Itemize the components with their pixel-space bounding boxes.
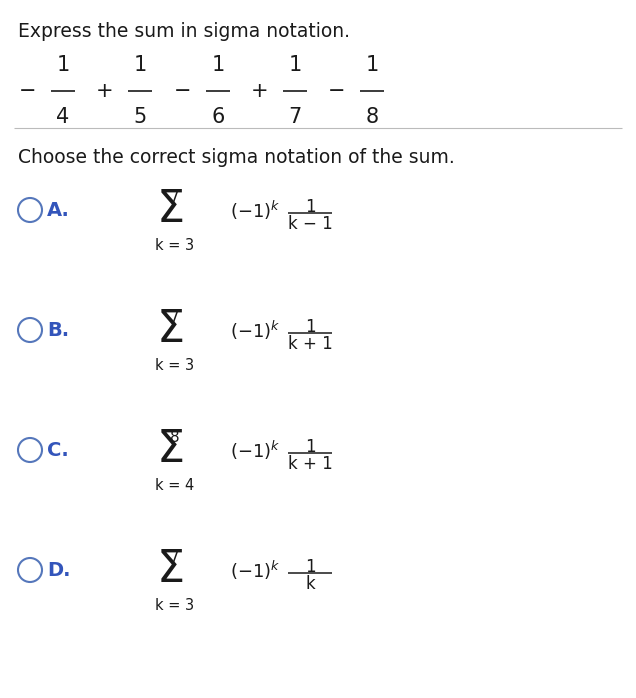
Text: 1: 1 bbox=[305, 558, 315, 576]
Text: B.: B. bbox=[47, 320, 69, 339]
Text: $\Sigma$: $\Sigma$ bbox=[156, 309, 184, 352]
Text: 7: 7 bbox=[170, 550, 180, 565]
Text: 1: 1 bbox=[305, 318, 315, 336]
Text: Express the sum in sigma notation.: Express the sum in sigma notation. bbox=[18, 22, 350, 41]
Text: 8: 8 bbox=[170, 430, 180, 445]
Text: −: − bbox=[328, 81, 346, 101]
Text: $\Sigma$: $\Sigma$ bbox=[156, 429, 184, 472]
Text: $(-1)^k$: $(-1)^k$ bbox=[230, 198, 280, 221]
Text: 1: 1 bbox=[288, 55, 301, 75]
Text: $(-1)^k$: $(-1)^k$ bbox=[230, 558, 280, 581]
Text: A.: A. bbox=[47, 200, 70, 219]
Text: C.: C. bbox=[47, 440, 69, 459]
Text: 1: 1 bbox=[134, 55, 147, 75]
Text: +: + bbox=[251, 81, 269, 101]
Text: D.: D. bbox=[47, 560, 71, 579]
Text: 1: 1 bbox=[57, 55, 69, 75]
Text: 8: 8 bbox=[366, 107, 378, 127]
Text: 1: 1 bbox=[211, 55, 225, 75]
Text: k + 1: k + 1 bbox=[287, 335, 333, 353]
Text: 1: 1 bbox=[365, 55, 378, 75]
Text: $\Sigma$: $\Sigma$ bbox=[156, 549, 184, 591]
Text: +: + bbox=[96, 81, 114, 101]
Text: k: k bbox=[305, 575, 315, 593]
Text: 4: 4 bbox=[57, 107, 69, 127]
Text: 7: 7 bbox=[170, 310, 180, 325]
Text: 7: 7 bbox=[170, 190, 180, 205]
Text: $(-1)^k$: $(-1)^k$ bbox=[230, 438, 280, 461]
Text: Choose the correct sigma notation of the sum.: Choose the correct sigma notation of the… bbox=[18, 148, 455, 167]
Text: k = 3: k = 3 bbox=[155, 598, 195, 613]
Text: k = 3: k = 3 bbox=[155, 358, 195, 373]
Text: k = 3: k = 3 bbox=[155, 238, 195, 253]
Text: 1: 1 bbox=[305, 438, 315, 456]
Text: k = 4: k = 4 bbox=[155, 478, 195, 493]
Text: −: − bbox=[174, 81, 191, 101]
Text: 7: 7 bbox=[288, 107, 301, 127]
Text: 5: 5 bbox=[134, 107, 147, 127]
Text: 1: 1 bbox=[305, 198, 315, 216]
Text: k + 1: k + 1 bbox=[287, 455, 333, 473]
Text: −: − bbox=[19, 81, 37, 101]
Text: $\Sigma$: $\Sigma$ bbox=[156, 188, 184, 232]
Text: $(-1)^k$: $(-1)^k$ bbox=[230, 318, 280, 341]
Text: 6: 6 bbox=[211, 107, 225, 127]
Text: k − 1: k − 1 bbox=[287, 215, 333, 233]
